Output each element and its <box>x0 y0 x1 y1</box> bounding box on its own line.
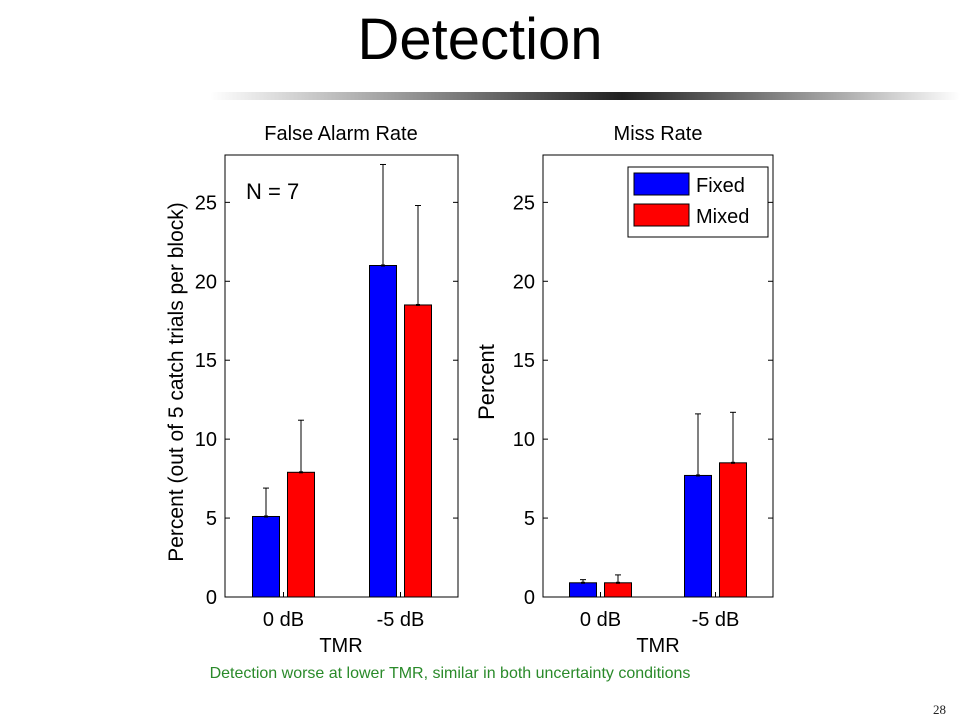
x-tick-label: -5 dB <box>692 609 740 631</box>
y-tick-label: 10 <box>513 429 535 451</box>
y-tick-label: 25 <box>195 192 217 214</box>
y-tick-label: 5 <box>206 508 217 530</box>
bar-fixed-2 <box>369 265 397 598</box>
bar-mixed-2 <box>719 462 747 598</box>
chart-title: False Alarm Rate <box>264 123 417 145</box>
bar-mixed-1 <box>604 582 632 598</box>
y-tick-label: 10 <box>195 429 217 451</box>
y-tick-label: 15 <box>513 350 535 372</box>
y-tick-label: 25 <box>513 192 535 214</box>
legend-swatch-fixed <box>633 172 690 196</box>
axes-frame <box>224 154 459 598</box>
legend-label-fixed: Fixed <box>696 175 745 197</box>
chart-legend: Fixed Mixed <box>627 166 769 238</box>
sample-size-annotation: N = 7 <box>246 179 299 204</box>
page-number: 28 <box>933 702 946 717</box>
x-tick-label: 0 dB <box>263 609 304 631</box>
slide-title: Detection <box>357 7 603 72</box>
y-tick-label: 0 <box>206 587 217 609</box>
y-tick-label: 5 <box>524 508 535 530</box>
axes-frame <box>542 154 774 598</box>
chart-panel-2: Miss Rate 0 5 10 15 20 25 0 dB -5 dB TMR Percent Fi… <box>474 123 774 657</box>
y-tick-label: 0 <box>524 587 535 609</box>
title-divider <box>210 92 960 100</box>
bar-fixed-2 <box>684 474 712 598</box>
bar-fixed-1 <box>252 515 280 598</box>
y-tick-label: 15 <box>195 350 217 372</box>
chart-panel-1: False Alarm Rate 0 5 10 15 20 25 0 dB -5 dB TMR Pe… <box>165 123 459 657</box>
x-axis-label: TMR <box>319 635 362 657</box>
y-tick-label: 20 <box>513 271 535 293</box>
y-tick-label: 20 <box>195 271 217 293</box>
x-tick-label: 0 dB <box>580 609 621 631</box>
bar-mixed-2 <box>404 304 432 598</box>
y-axis-label: Percent (out of 5 catch trials per block… <box>165 202 188 562</box>
bar-fixed-1 <box>569 582 597 598</box>
chart-title: Miss Rate <box>614 123 703 145</box>
x-tick-label: -5 dB <box>377 609 425 631</box>
legend-swatch-mixed <box>633 203 690 227</box>
bar-mixed-1 <box>287 471 315 598</box>
legend-label-mixed: Mixed <box>696 206 749 228</box>
x-axis-label: TMR <box>636 635 679 657</box>
slide-caption: Detection worse at lower TMR, similar in… <box>209 665 691 682</box>
y-axis-label: Percent <box>474 344 499 420</box>
